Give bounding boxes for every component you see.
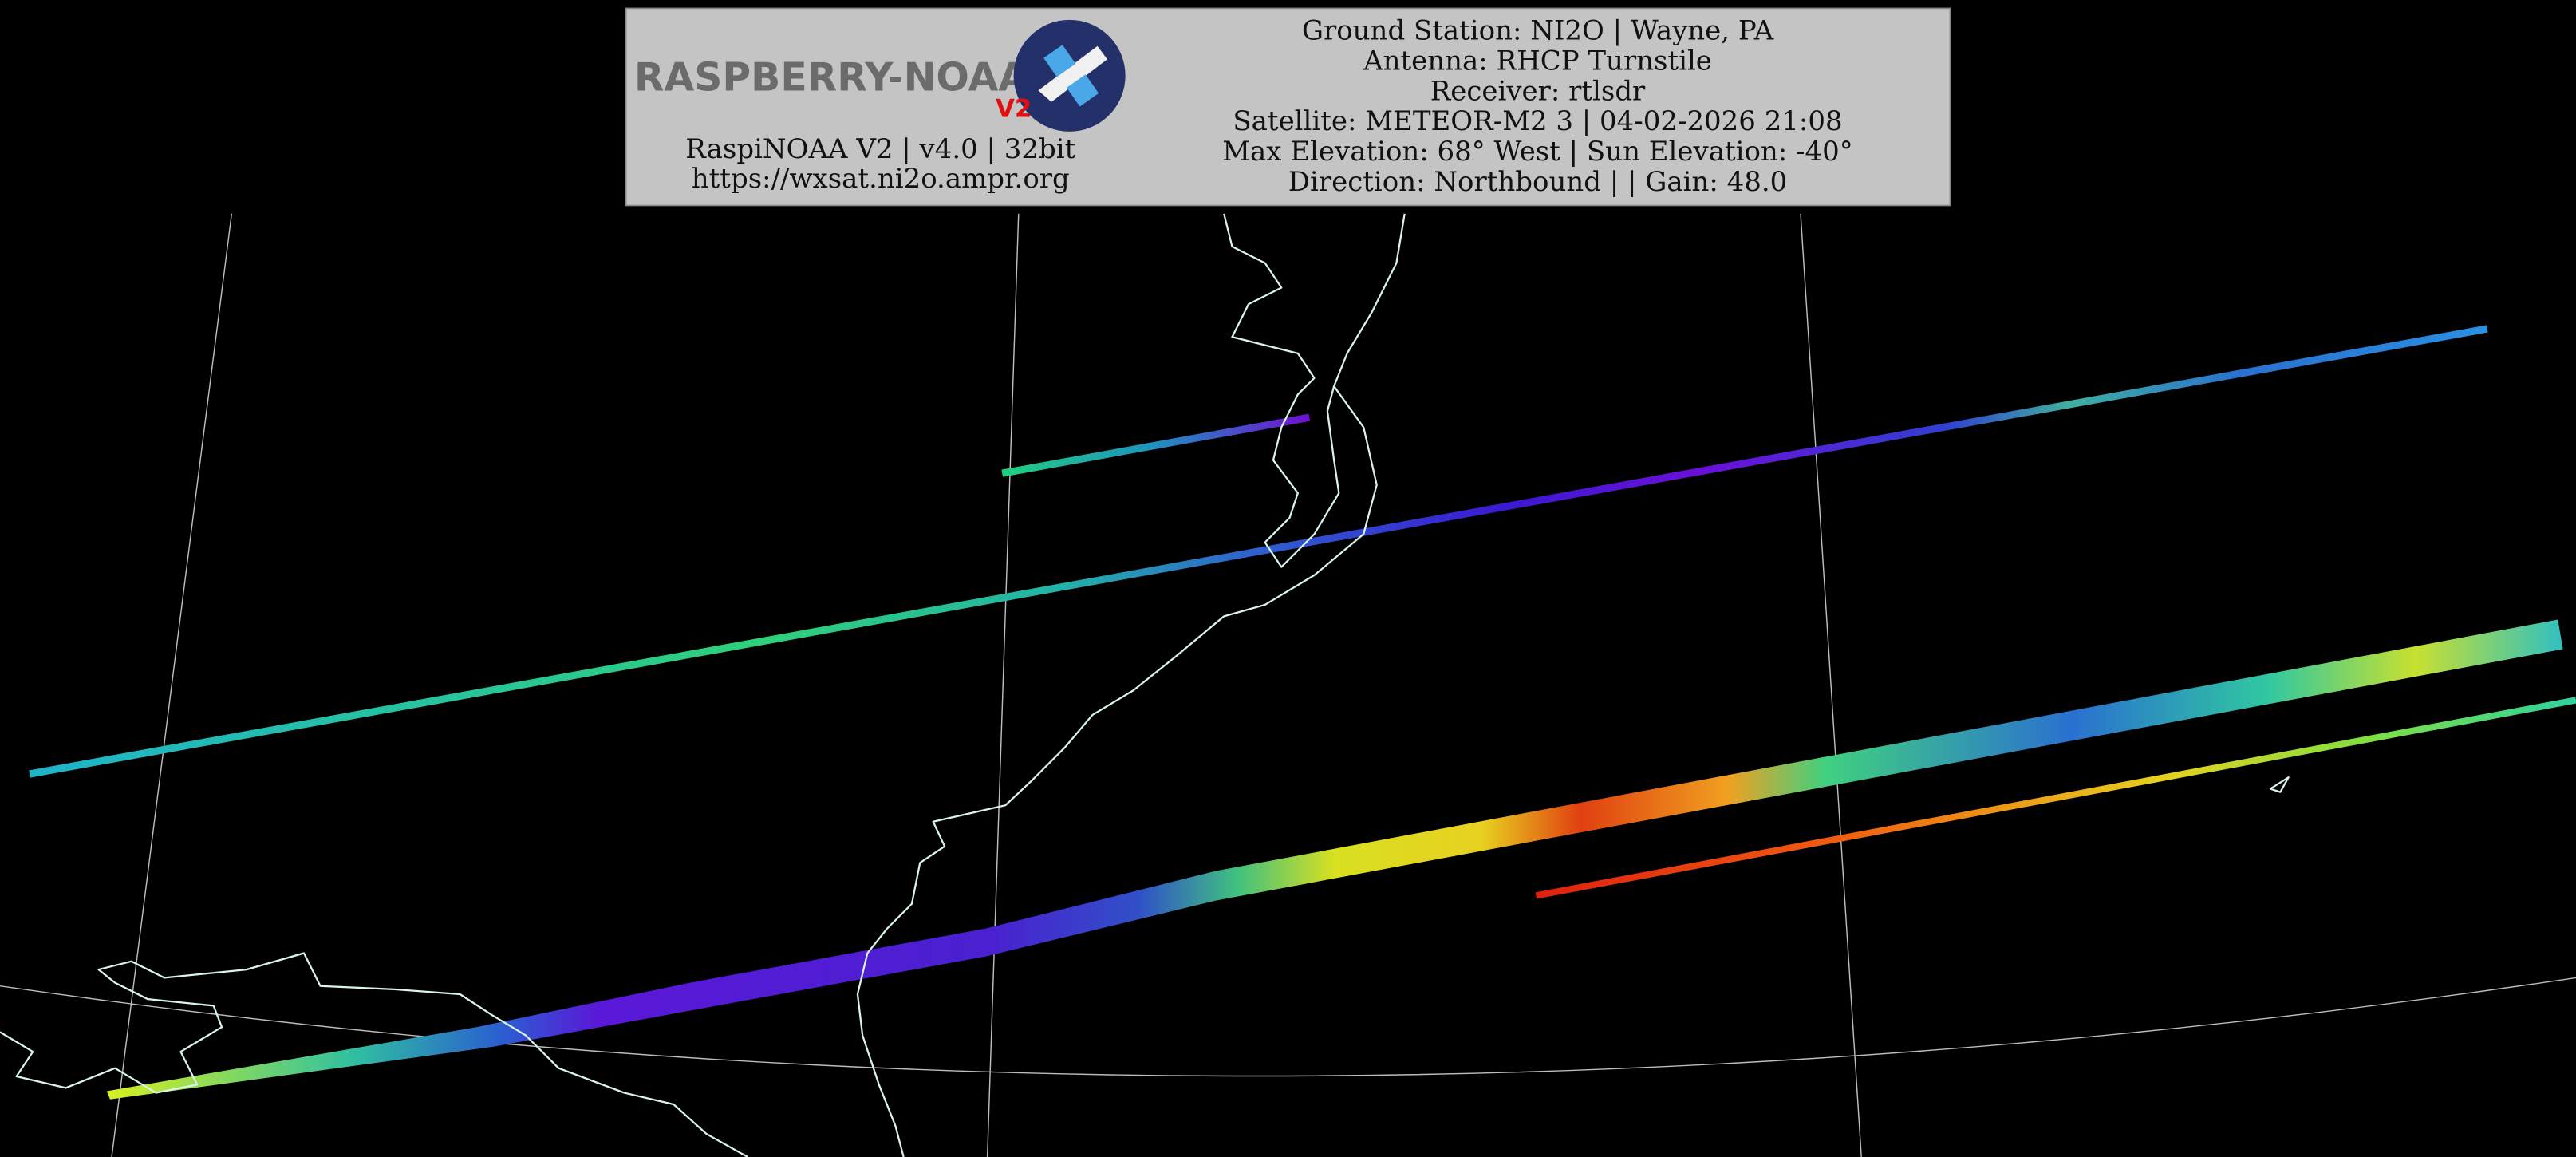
pass-detail: Satellite: METEOR-M2 3 | 04-02-2026 21:0… bbox=[1233, 105, 1842, 137]
pass-details: Ground Station: NI2O | Wayne, PAAntenna:… bbox=[1222, 15, 1852, 198]
station-url: https://wxsat.ni2o.ampr.org bbox=[692, 163, 1070, 195]
pass-detail: Direction: Northbound | | Gain: 48.0 bbox=[1288, 166, 1787, 198]
coast bbox=[0, 952, 748, 1157]
island bbox=[2269, 776, 2290, 793]
header-box bbox=[625, 7, 1951, 207]
swath bbox=[29, 325, 2488, 778]
graticule bbox=[0, 213, 2576, 1157]
meridian bbox=[1800, 213, 1862, 1157]
parallel bbox=[0, 977, 2576, 1077]
logo-badge: V2 bbox=[996, 94, 1032, 123]
software-version: RaspiNOAA V2 | v4.0 | 32bit bbox=[685, 133, 1075, 165]
swath bbox=[106, 619, 2563, 1100]
meridian bbox=[111, 213, 233, 1157]
pass-detail: Antenna: RHCP Turnstile bbox=[1363, 45, 1712, 77]
logo-title: RASPBERRY-NOAA bbox=[634, 53, 1028, 100]
swaths bbox=[29, 325, 2576, 1100]
swath bbox=[1001, 413, 1311, 477]
logo-panel bbox=[1043, 45, 1076, 77]
header: RASPBERRY-NOAA V2 RaspiNOAA V2 | v4.0 | … bbox=[625, 7, 1951, 207]
logo-satellite bbox=[1038, 45, 1107, 102]
pass-detail: Receiver: rtlsdr bbox=[1430, 75, 1646, 107]
coast bbox=[1223, 213, 1406, 568]
coastline bbox=[0, 213, 2290, 1157]
logo-panel bbox=[1067, 74, 1099, 107]
meridian bbox=[986, 213, 1020, 1157]
pass-detail: Max Elevation: 68° West | Sun Elevation:… bbox=[1222, 136, 1852, 168]
swath bbox=[1535, 697, 2576, 899]
coast bbox=[856, 385, 1378, 1157]
pass-detail: Ground Station: NI2O | Wayne, PA bbox=[1302, 15, 1774, 47]
